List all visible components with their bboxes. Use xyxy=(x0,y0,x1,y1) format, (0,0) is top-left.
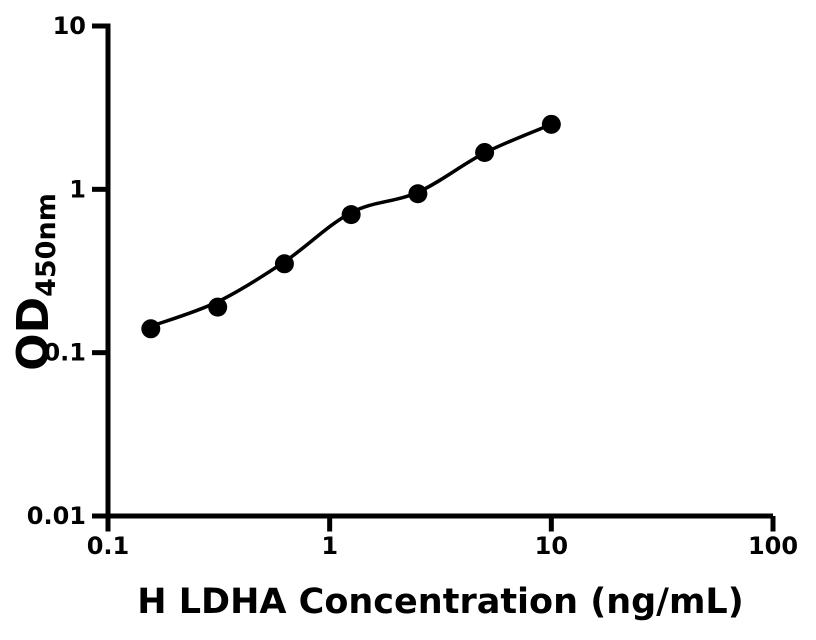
y-tick-label: 10 xyxy=(53,12,86,40)
x-tick-label: 100 xyxy=(748,532,798,560)
x-tick-label: 1 xyxy=(321,532,338,560)
data-point-5 xyxy=(475,143,495,163)
y-axis-title-main: OD xyxy=(8,296,59,371)
x-tick-label: 0.1 xyxy=(87,532,130,560)
data-point-1 xyxy=(208,297,228,317)
data-point-6 xyxy=(541,114,561,134)
y-tick-label: 0.01 xyxy=(27,502,86,530)
y-axis-title: OD450nm xyxy=(8,193,62,371)
y-axis-title-subscript: 450nm xyxy=(31,193,62,297)
data-point-2 xyxy=(274,254,294,274)
axes-spines xyxy=(105,23,773,519)
data-point-3 xyxy=(341,205,361,225)
x-axis-title: H LDHA Concentration (ng/mL) xyxy=(137,582,744,622)
y-tick-label: 1 xyxy=(69,175,86,203)
x-tick-label: 10 xyxy=(535,532,568,560)
data-point-0 xyxy=(141,319,161,339)
data-point-4 xyxy=(408,184,428,204)
y-tick-label: 0.1 xyxy=(43,339,86,367)
